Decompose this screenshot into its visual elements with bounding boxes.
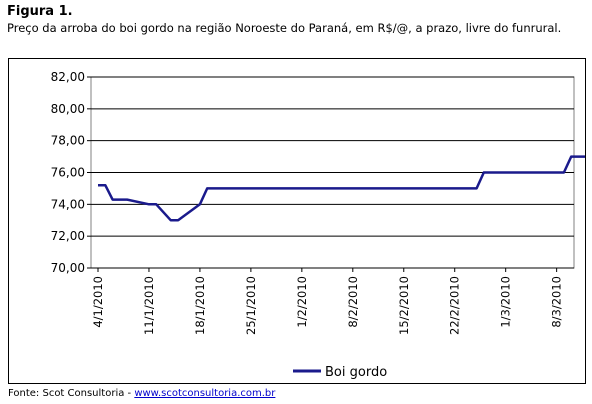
source-link[interactable]: www.scotconsultoria.com.br — [134, 388, 276, 399]
legend-label: Boi gordo — [325, 365, 387, 380]
x-tick-label: 11/1/2010 — [142, 276, 156, 335]
x-tick-label: 8/2/2010 — [346, 276, 360, 328]
y-tick-label: 74,00 — [51, 197, 85, 211]
x-tick-label: 15/2/2010 — [397, 276, 411, 335]
y-tick-label: 80,00 — [51, 102, 85, 116]
figure-label: Figura 1. — [7, 4, 73, 19]
source-prefix: Fonte: Scot Consultoria - — [8, 388, 135, 399]
source-footer: Fonte: Scot Consultoria - www.scotconsul… — [8, 388, 275, 399]
line-chart: 70,00 72,00 74,00 76,00 78,00 80,00 82,00 4/1/2… — [51, 70, 585, 380]
y-tick-label: 82,00 — [51, 70, 85, 84]
series-line-boi-gordo — [98, 155, 585, 222]
y-tick-label: 76,00 — [51, 166, 85, 180]
chart-frame: 70,00 72,00 74,00 76,00 78,00 80,00 82,00 4/1/2… — [8, 58, 586, 384]
x-tick-label: 25/1/2010 — [244, 276, 258, 335]
y-tick-label: 72,00 — [51, 229, 85, 243]
y-tick-label: 78,00 — [51, 134, 85, 148]
figure-caption: Preço da arroba do boi gordo na região N… — [7, 21, 562, 35]
x-tick-label: 22/2/2010 — [448, 276, 462, 335]
x-tick-label: 8/3/2010 — [550, 276, 564, 328]
x-tick-label: 18/1/2010 — [193, 276, 207, 335]
y-tick-label: 70,00 — [51, 261, 85, 275]
x-tick-label: 1/3/2010 — [499, 276, 513, 328]
x-tick-label: 1/2/2010 — [295, 276, 309, 328]
x-tick-label: 4/1/2010 — [91, 276, 105, 328]
